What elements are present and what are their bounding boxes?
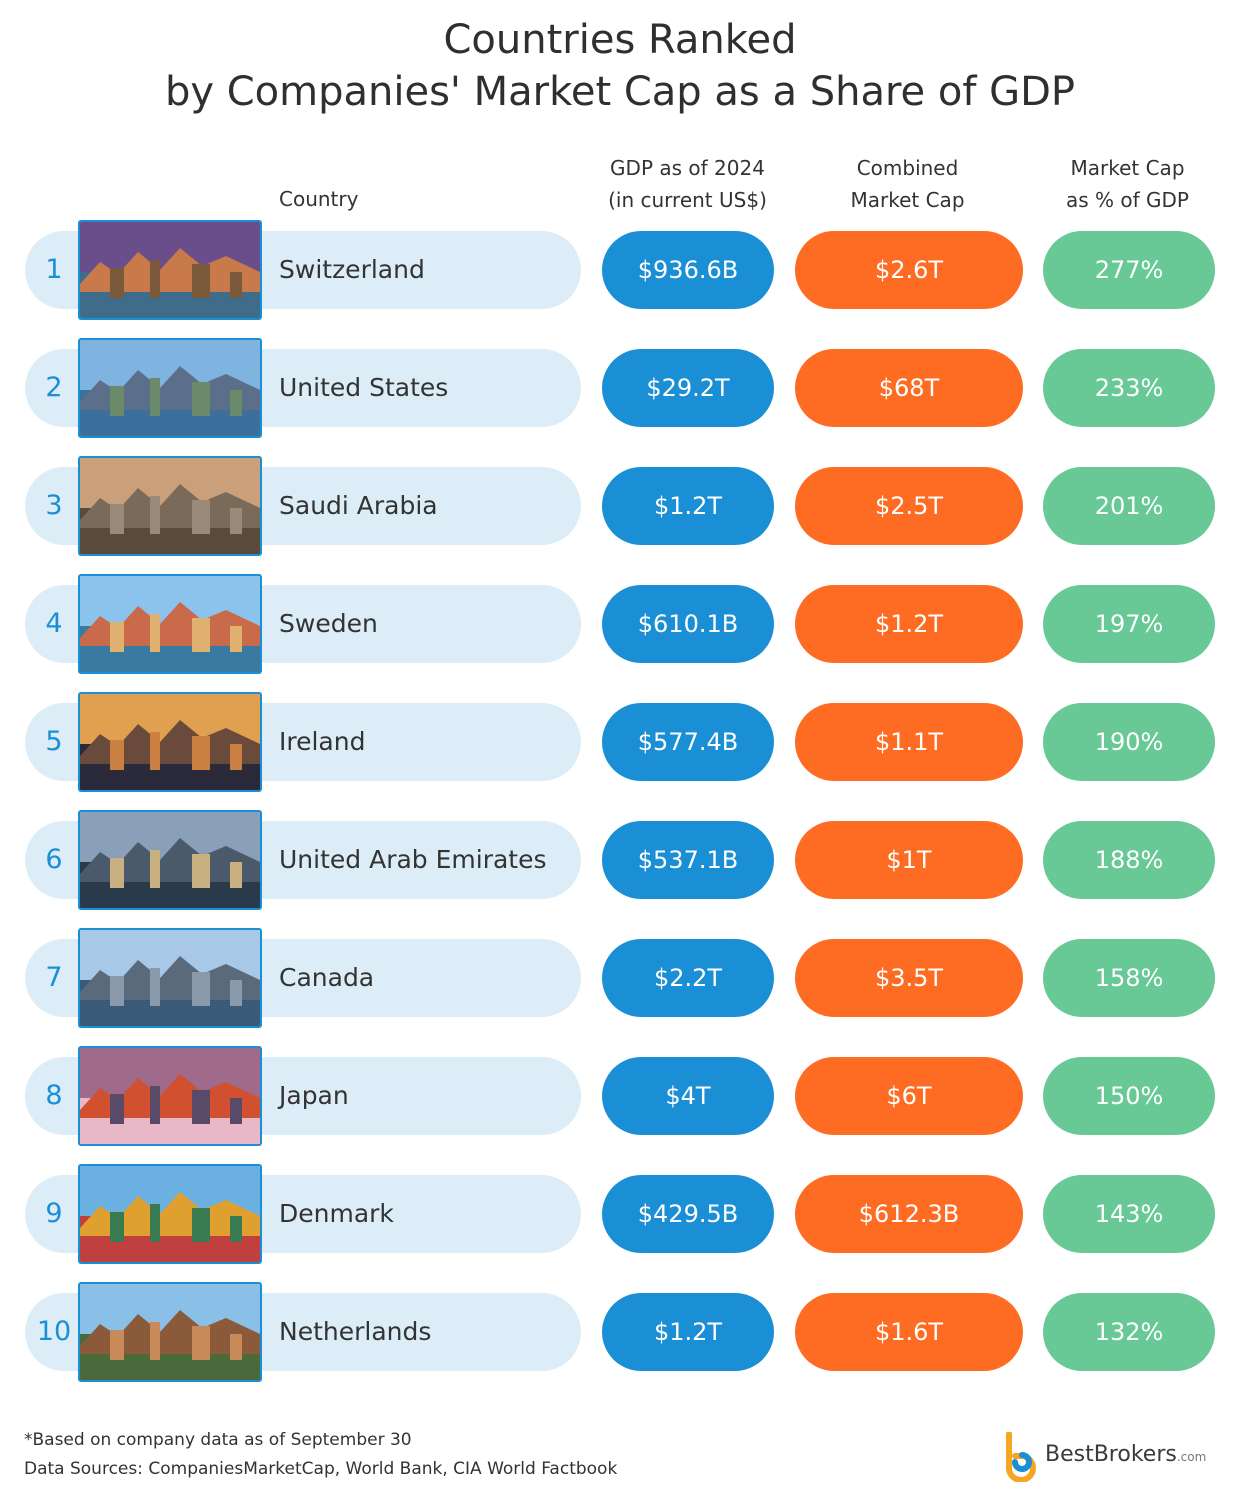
market-cap-value: $1.1T	[795, 703, 1023, 781]
skyscraper-skyline-photo	[78, 810, 262, 910]
table-row: 1 Switzerland $936.6B $2.6T 277%	[0, 220, 1240, 349]
percent-of-gdp-value: 190%	[1043, 703, 1215, 781]
desert-city-skyline-photo	[78, 456, 262, 556]
table-row: 6 United Arab Emirates $537.1B $1T 188%	[0, 810, 1240, 939]
market-cap-value: $2.5T	[795, 467, 1023, 545]
market-cap-value: $1.2T	[795, 585, 1023, 663]
bestbrokers-logo: BestBrokers.com	[1003, 1431, 1218, 1483]
country-name: Denmark	[279, 1199, 394, 1228]
rank-number: 9	[45, 1198, 63, 1229]
header-gdp-line-2: (in current US$)	[608, 188, 767, 212]
header-market-cap-line-1: Combined	[856, 156, 959, 180]
gdp-value: $1.2T	[602, 467, 774, 545]
percent-of-gdp-value: 277%	[1043, 231, 1215, 309]
gdp-value: $537.1B	[602, 821, 774, 899]
river-sunset-photo	[78, 692, 262, 792]
percent-of-gdp-value: 158%	[1043, 939, 1215, 1017]
colorful-harbor-photo	[78, 1164, 262, 1264]
rank-number: 5	[45, 726, 63, 757]
gdp-value: $577.4B	[602, 703, 774, 781]
country-name: Ireland	[279, 727, 366, 756]
table-row: 8 Japan $4T $6T 150%	[0, 1046, 1240, 1175]
rank-number: 7	[45, 962, 63, 993]
chart-title-line-1: Countries Ranked	[443, 17, 797, 63]
rank-number: 3	[45, 490, 63, 521]
rank-number: 2	[45, 372, 63, 403]
data-sources: Data Sources: CompaniesMarketCap, World …	[24, 1459, 618, 1479]
table-row: 9 Denmark $429.5B $612.3B 143%	[0, 1164, 1240, 1293]
header-percent-line-1: Market Cap	[1070, 156, 1185, 180]
market-cap-value: $1T	[795, 821, 1023, 899]
gdp-value: $29.2T	[602, 349, 774, 427]
percent-of-gdp-value: 197%	[1043, 585, 1215, 663]
header-market-cap-line-2: Market Cap	[850, 188, 965, 212]
market-cap-value: $68T	[795, 349, 1023, 427]
gdp-value: $2.2T	[602, 939, 774, 1017]
country-name: Netherlands	[279, 1317, 432, 1346]
chart-title-line-2: by Companies' Market Cap as a Share of G…	[164, 69, 1076, 115]
logo-name: BestBrokers	[1045, 1442, 1177, 1467]
statue-of-liberty-skyline-photo	[78, 338, 262, 438]
rank-number: 4	[45, 608, 63, 639]
header-gdp-line-1: GDP as of 2024	[610, 156, 765, 180]
country-name: Saudi Arabia	[279, 491, 438, 520]
table-row: 5 Ireland $577.4B $1.1T 190%	[0, 692, 1240, 821]
country-name: Japan	[279, 1081, 349, 1110]
country-name: Canada	[279, 963, 375, 992]
pagoda-mount-fuji-photo	[78, 1046, 262, 1146]
market-cap-value: $6T	[795, 1057, 1023, 1135]
table-row: 4 Sweden $610.1B $1.2T 197%	[0, 574, 1240, 703]
mountain-lake-town-photo	[78, 220, 262, 320]
rank-number: 1	[45, 254, 63, 285]
market-cap-value: $1.6T	[795, 1293, 1023, 1371]
header-percent-line-2: as % of GDP	[1066, 188, 1189, 212]
country-name: Sweden	[279, 609, 378, 638]
waterfront-old-town-photo	[78, 574, 262, 674]
gdp-value: $429.5B	[602, 1175, 774, 1253]
footnote: *Based on company data as of September 3…	[24, 1430, 412, 1450]
bestbrokers-logo-icon	[1006, 1431, 1036, 1483]
table-row: 7 Canada $2.2T $3.5T 158%	[0, 928, 1240, 1057]
canal-houses-photo	[78, 1282, 262, 1382]
country-name: United Arab Emirates	[279, 845, 547, 874]
percent-of-gdp-value: 143%	[1043, 1175, 1215, 1253]
table-row: 10 Netherlands $1.2T $1.6T 132%	[0, 1282, 1240, 1411]
market-cap-value: $612.3B	[795, 1175, 1023, 1253]
logo-domain: .com	[1176, 1450, 1207, 1464]
percent-of-gdp-value: 188%	[1043, 821, 1215, 899]
percent-of-gdp-value: 150%	[1043, 1057, 1215, 1135]
rank-number: 8	[45, 1080, 63, 1111]
gdp-value: $936.6B	[602, 231, 774, 309]
gdp-value: $1.2T	[602, 1293, 774, 1371]
market-cap-value: $2.6T	[795, 231, 1023, 309]
logo-text: BestBrokers.com	[1045, 1442, 1206, 1467]
table-row: 3 Saudi Arabia $1.2T $2.5T 201%	[0, 456, 1240, 585]
rank-number: 10	[36, 1316, 72, 1347]
country-name: Switzerland	[279, 255, 425, 284]
header-percent: Market Cap as % of GDP	[1020, 152, 1235, 216]
tower-skyline-photo	[78, 928, 262, 1028]
percent-of-gdp-value: 201%	[1043, 467, 1215, 545]
percent-of-gdp-value: 132%	[1043, 1293, 1215, 1371]
rank-number: 6	[45, 844, 63, 875]
header-country: Country	[279, 187, 359, 211]
header-gdp: GDP as of 2024 (in current US$)	[580, 152, 795, 216]
table-row: 2 United States $29.2T $68T 233%	[0, 338, 1240, 467]
gdp-value: $610.1B	[602, 585, 774, 663]
market-cap-value: $3.5T	[795, 939, 1023, 1017]
header-market-cap: Combined Market Cap	[800, 152, 1015, 216]
country-name: United States	[279, 373, 449, 402]
percent-of-gdp-value: 233%	[1043, 349, 1215, 427]
gdp-value: $4T	[602, 1057, 774, 1135]
